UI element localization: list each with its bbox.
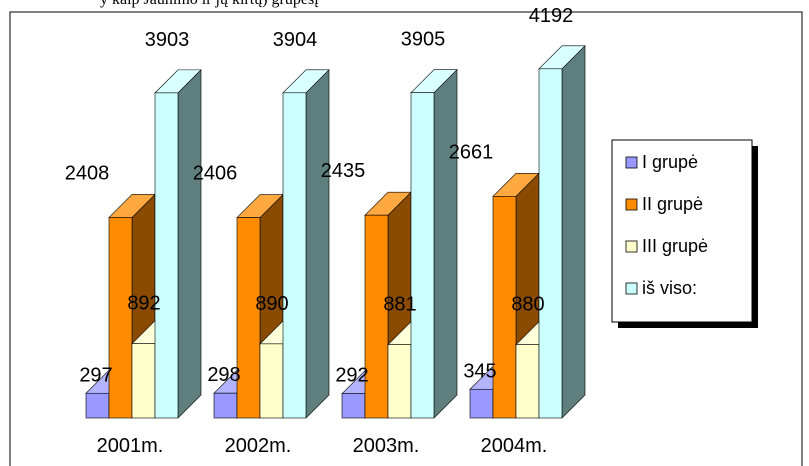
category-labels-group: 2001m. 2002m. 2003m. 2004m.: [97, 435, 548, 457]
data-label: 892: [127, 293, 160, 315]
data-label: 2406: [193, 163, 238, 185]
bar-side: [561, 45, 586, 419]
bar-front: [259, 343, 284, 419]
bar-front: [410, 92, 435, 419]
category-label: 2002m.: [225, 435, 292, 457]
bar-side: [177, 69, 202, 419]
data-labels-group: 297 2408 892 3903 298 2406 890 3904 292 2435 881 39…: [65, 5, 574, 387]
bar-4-4: [538, 45, 586, 419]
bar-front: [538, 68, 563, 419]
data-label: 3905: [401, 29, 446, 51]
bar-4-2: [282, 69, 330, 419]
data-label: 3903: [145, 29, 190, 51]
category-label: 2001m.: [97, 435, 164, 457]
legend-label: iš viso:: [642, 278, 697, 298]
legend-swatch: [625, 240, 638, 253]
category-label: 2004m.: [481, 435, 548, 457]
bar-side: [305, 69, 330, 419]
bar-4-1: [154, 69, 202, 419]
bar-front: [387, 344, 412, 419]
data-label: 881: [383, 294, 416, 316]
legend-label: II grupė: [642, 194, 703, 214]
data-label: 2661: [449, 141, 494, 163]
bar-front: [492, 196, 517, 419]
bar-front: [341, 393, 366, 419]
bar-front: [154, 92, 179, 419]
bars-group: [85, 45, 586, 419]
data-label: 2435: [321, 160, 366, 182]
bar-front: [515, 344, 540, 419]
bar-front: [364, 214, 389, 419]
bar-side: [433, 68, 458, 419]
data-label: 4192: [529, 5, 574, 27]
bar-front: [108, 217, 133, 419]
legend-label: I grupė: [642, 152, 698, 172]
data-label: 297: [79, 364, 112, 386]
legend-swatch: [625, 156, 638, 169]
data-label: 890: [255, 293, 288, 315]
data-label: 345: [463, 360, 496, 382]
legend-swatch: [625, 198, 638, 211]
data-label: 3904: [273, 29, 318, 51]
bar-front: [469, 388, 494, 419]
legend-label: III grupė: [642, 236, 708, 256]
legend-swatch: [625, 282, 638, 295]
data-label: 292: [335, 365, 368, 387]
data-label: 2408: [65, 162, 110, 184]
category-label: 2003m.: [353, 435, 420, 457]
legend: I grupė II grupė III grupė iš viso:: [611, 139, 758, 328]
bar-front: [131, 343, 156, 419]
page-header-text: y kaip Jaunimo ir jų kirtų) grupėsį: [100, 0, 319, 9]
bar-front: [236, 217, 261, 419]
bar-front: [282, 92, 307, 419]
bar-4-3: [410, 68, 458, 419]
bar-front: [85, 392, 110, 419]
bar-front: [213, 392, 238, 419]
data-label: 880: [511, 294, 544, 316]
data-label: 298: [207, 364, 240, 386]
